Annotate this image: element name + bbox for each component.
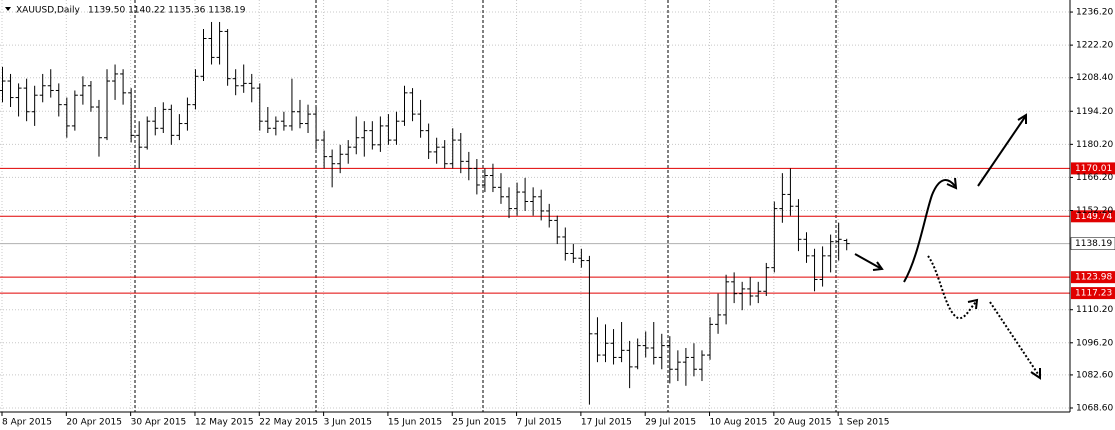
arrow-head: [872, 261, 884, 271]
x-tick-label: 22 May 2015: [259, 418, 318, 428]
x-tick-label: 1 Sep 2015: [838, 418, 889, 428]
level-label-box: [1071, 162, 1115, 175]
arrow-head: [1030, 368, 1041, 380]
y-tick-label: 1180.20: [1076, 140, 1113, 150]
x-tick-label: 7 Jul 2015: [517, 418, 562, 428]
x-tick-label: 15 Jun 2015: [388, 418, 442, 428]
level-label-box: [1071, 210, 1115, 223]
arrow: [977, 116, 1026, 187]
y-tick-label: 1166.20: [1076, 173, 1113, 183]
x-tick-label: 20 Aug 2015: [774, 418, 832, 428]
level-label-box: [1071, 271, 1115, 284]
levels: 1170.01 1149.74 1123.98 1117.23 1138.19: [0, 162, 1115, 300]
bars: [0, 21, 850, 405]
x-tick-label: 12 May 2015: [195, 418, 254, 428]
arrow: [927, 255, 977, 320]
x-tick-label: 17 Jul 2015: [581, 418, 632, 428]
y-tick-label: 1068.60: [1076, 403, 1113, 413]
forecast-arrows: [854, 113, 1041, 380]
grid: [0, 0, 1070, 412]
x-tick-label: 29 Jul 2015: [645, 418, 696, 428]
arrow-head: [967, 298, 979, 310]
arrow-head: [1017, 113, 1027, 124]
x-tick-label: 3 Jun 2015: [324, 418, 372, 428]
y-tick-label: 1194.20: [1076, 107, 1113, 117]
y-tick-label: 1222.20: [1076, 41, 1113, 51]
current-price-box: [1070, 237, 1115, 250]
ohlc-label: 1139.50 1140.22 1135.36 1138.19: [88, 6, 246, 16]
y-tick-label: 1082.60: [1076, 370, 1113, 380]
y-tick-label: 1236.20: [1076, 8, 1113, 18]
x-tick-label: 25 Jun 2015: [452, 418, 506, 428]
x-tick-label: 8 Apr 2015: [2, 418, 52, 428]
level-label-box: [1071, 287, 1115, 300]
arrow: [903, 179, 956, 283]
chart-title: XAUUSD,Daily: [16, 6, 80, 16]
arrow-head: [946, 177, 958, 190]
x-tick-label: 30 Apr 2015: [131, 418, 187, 428]
x-tick-label: 10 Aug 2015: [710, 418, 768, 428]
arrow: [854, 253, 881, 269]
y-tick-label: 1152.20: [1076, 206, 1113, 216]
level-label: 1123.98: [1075, 273, 1112, 283]
current-price-label: 1138.19: [1075, 239, 1112, 249]
level-label: 1149.74: [1075, 212, 1112, 222]
menu-triangle[interactable]: [5, 7, 11, 11]
level-label: 1170.01: [1075, 164, 1112, 174]
y-tick-label: 1208.40: [1076, 73, 1113, 83]
level-label: 1117.23: [1075, 289, 1112, 299]
arrow: [989, 301, 1039, 375]
y-tick-label: 1096.20: [1076, 338, 1113, 348]
y-tick-label: 1110.20: [1076, 305, 1113, 315]
x-tick-label: 20 Apr 2015: [66, 418, 122, 428]
